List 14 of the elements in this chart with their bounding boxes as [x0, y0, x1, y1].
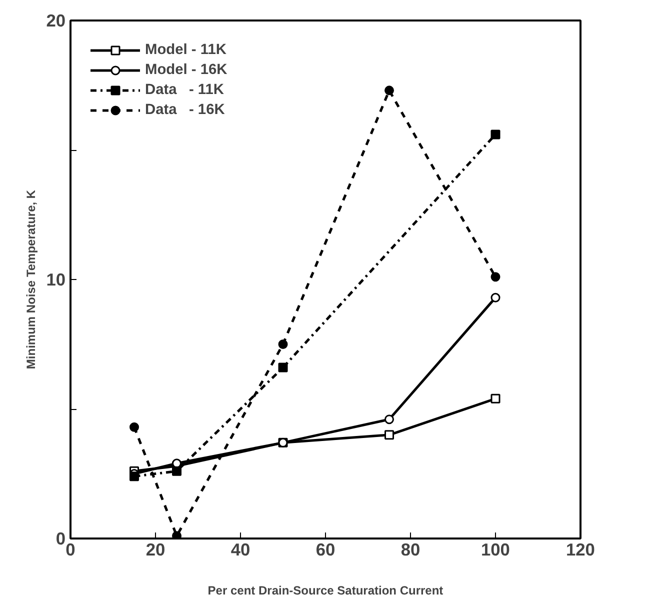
x-tick-label: 100	[481, 540, 510, 560]
x-tick-label: 20	[146, 540, 166, 560]
y-tick-label: 10	[46, 270, 66, 290]
x-tick-label: 120	[566, 540, 595, 560]
x-tick-label: 60	[316, 540, 336, 560]
y-tick-label: 20	[46, 10, 66, 30]
x-tick-label: 80	[400, 540, 420, 560]
x-axis-title: Per cent Drain-Source Saturation Current	[208, 584, 444, 598]
y-axis-title: Minimum Noise Temperature, K	[24, 190, 38, 370]
legend-label: Model - 16K	[145, 62, 228, 78]
legend-label: Data - 11K	[145, 82, 224, 98]
legend-label: Data - 16K	[145, 102, 225, 118]
x-tick-label: 40	[230, 540, 250, 560]
legend-label: Model - 11K	[145, 42, 226, 58]
